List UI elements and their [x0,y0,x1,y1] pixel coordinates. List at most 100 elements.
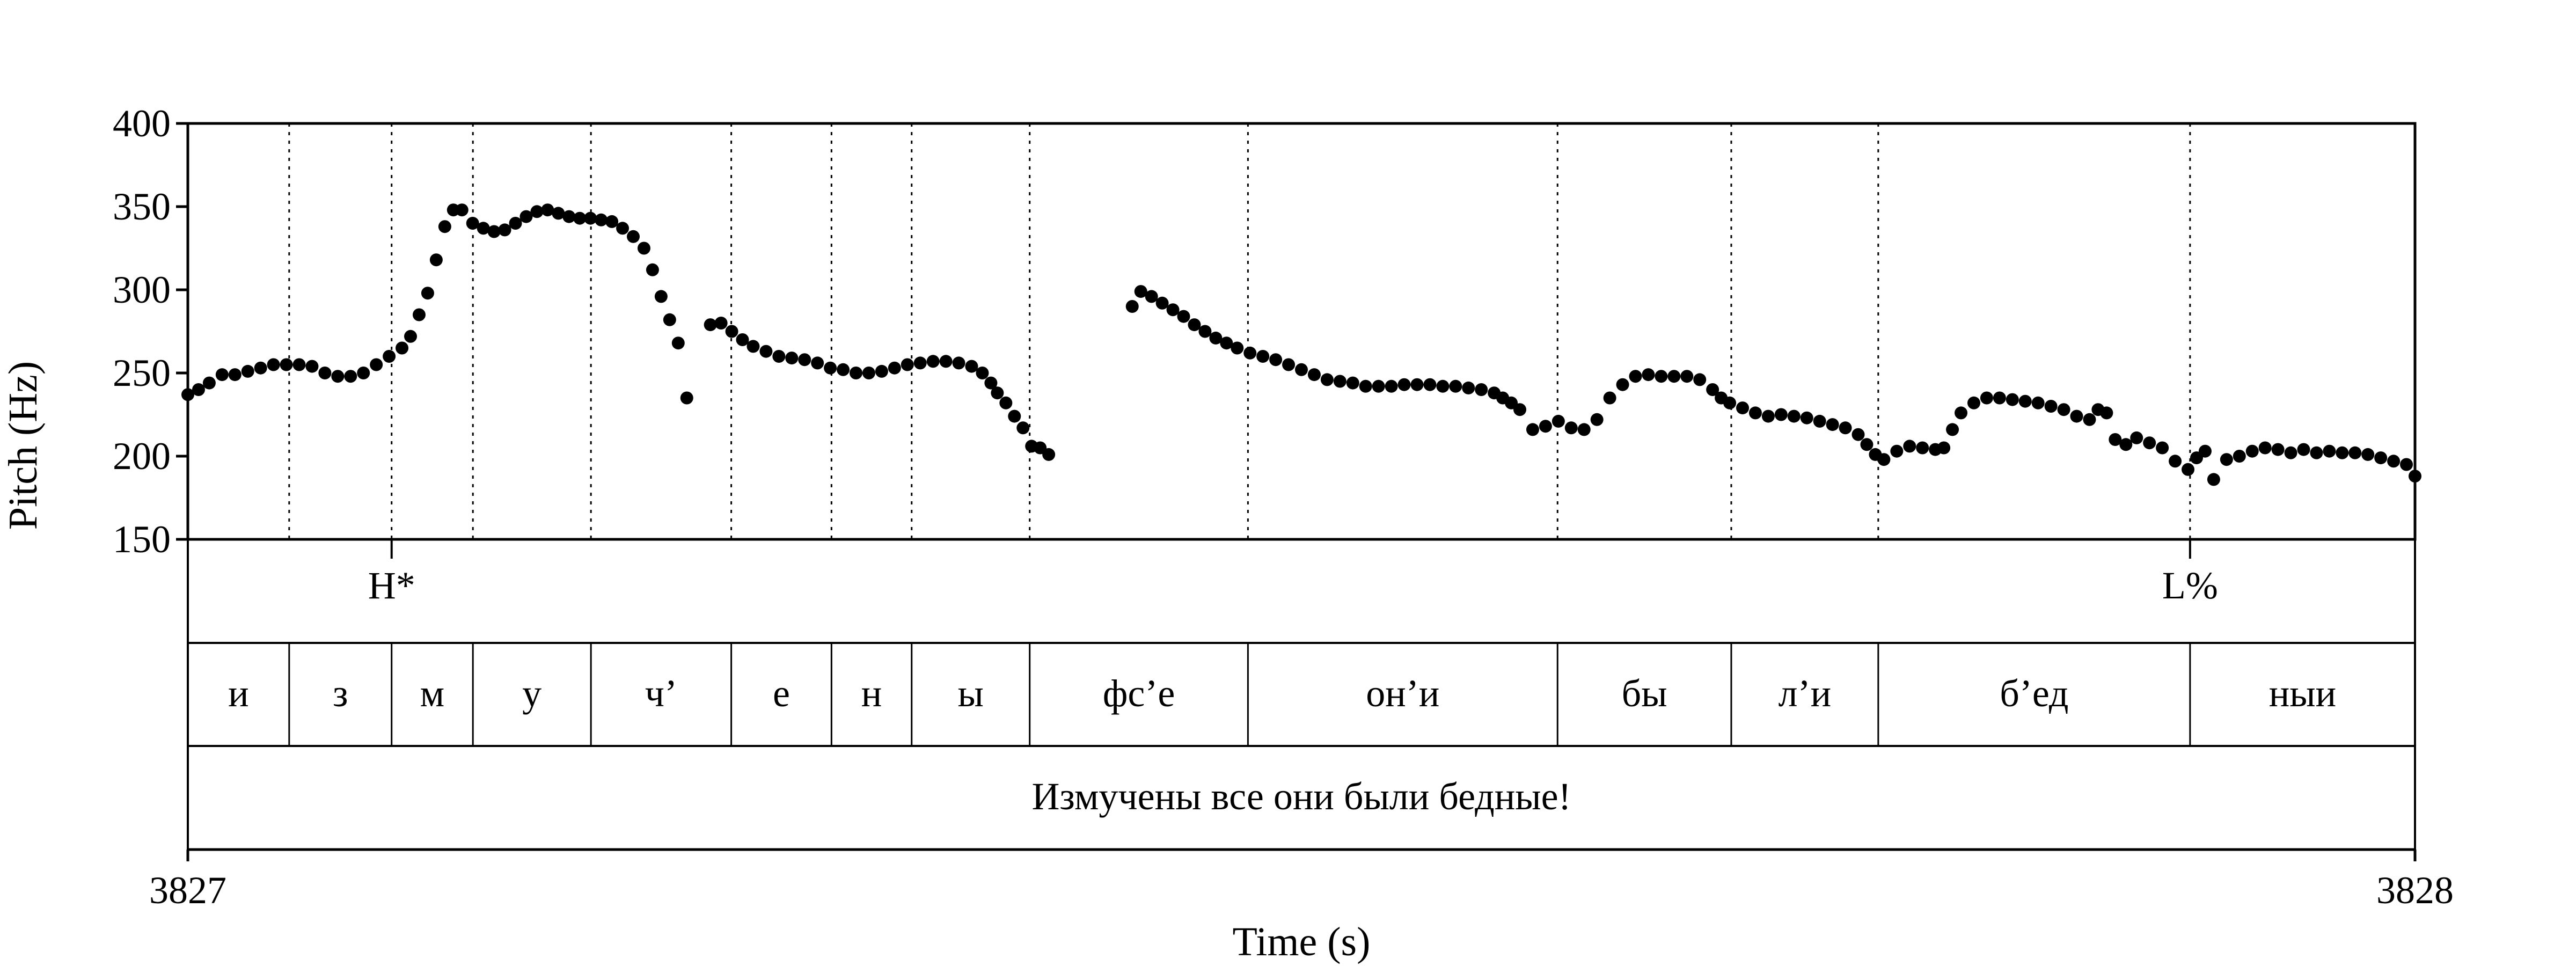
pitch-point [2018,394,2032,408]
pitch-point [785,352,799,365]
segment-label: фс’е [1103,672,1175,715]
pitch-point [202,376,216,390]
pitch-point [1125,300,1139,313]
pitch-point [2006,393,2019,406]
pitch-point [2245,444,2259,458]
segment-label: б’ед [2000,672,2068,715]
sentence-label: Измучены все они были бедные! [1031,775,1571,818]
pitch-point [1851,428,1865,441]
pitch-point [952,356,965,370]
pitch-point [1800,411,1813,425]
pitch-point [1552,414,1565,428]
segment-label: м [420,672,445,715]
pitch-point [370,358,383,371]
pitch-point [1736,401,1750,415]
pitch-point [1145,290,1158,303]
pitch-point [1916,441,1929,455]
pitch-point [1372,379,1385,393]
pitch-point [824,361,837,375]
pitch-point [1955,406,1968,420]
pitch-point [2109,433,2122,446]
pitch-point [1177,310,1190,323]
annotation-tiers: H* L% и з м у ч’ е н ы фс’е он’и бы л’и б’ед ныи Измучен… [187,538,2416,851]
pitch-point [2258,441,2272,455]
pitch-point [404,330,417,343]
pitch-point [759,345,773,358]
pitch-point [2297,443,2310,456]
pitch-point [1616,378,1629,391]
pitch-point [1655,370,1668,383]
pitch-point [383,350,396,363]
pitch-point [1320,373,1334,386]
pitch-point [704,318,717,332]
pitch-plot [181,122,2421,541]
pitch-point [875,364,888,378]
segment-label: н [861,672,882,715]
pitch-point [1564,421,1578,435]
pitch-point [519,210,533,223]
pitch-point [2044,400,2058,413]
pitch-point [1774,408,1788,421]
pitch-point [1198,325,1212,338]
pitch-point [1209,331,1223,345]
pitch-point [1526,423,1539,436]
pitch-point [562,210,576,223]
pitch-point [2348,446,2362,459]
pitch-point [2198,444,2212,458]
pitch-point [1423,378,1437,391]
pitch-point [736,333,749,346]
pitch-point [2143,436,2156,450]
pitch-point [772,350,786,363]
pitch-point [926,355,940,368]
pitch-point [1166,303,1180,317]
pitch-point [573,211,587,225]
pitch-point [714,317,728,330]
y-tick-label: 150 [113,518,171,561]
pitch-point [2100,406,2113,420]
pitch-point [1346,376,1359,390]
tone-label: H* [368,564,415,607]
pitch-point [1397,378,1411,391]
pitch-point [1155,296,1169,310]
pitch-point [1220,336,1233,350]
pitch-point [1761,409,1775,423]
x-axis-title: Time (s) [1233,919,1371,964]
x-tick-label: 3827 [149,869,226,912]
pitch-point [747,340,760,353]
pitch-point [2361,448,2375,461]
pitch-point [1680,370,1694,383]
pitch-point [487,225,501,238]
pitch-point [1359,379,1372,393]
pitch-point [811,356,824,370]
segment-label: ч’ [645,672,677,715]
pitch-point [1903,440,1916,453]
pitch-point [999,396,1013,409]
pitch-point [1475,383,1488,396]
pitch-point [627,230,640,243]
pitch-point [2057,403,2070,416]
pitch-point [1385,379,1398,393]
pitch-point [1946,423,1959,436]
pitch-point [680,391,693,405]
pitch-point [1787,409,1801,423]
pitch-point [2233,450,2246,463]
pitch-point [1282,358,1296,371]
pitch-point [509,217,522,230]
pitch-point [1877,453,1891,466]
y-tick-label: 300 [113,268,171,311]
pitch-point [976,367,989,379]
pitch-point [671,336,685,350]
pitch-point [1295,363,1308,376]
pitch-point [305,360,319,373]
segment-label: бы [1622,672,1667,715]
segment-label: л’и [1779,672,1831,715]
pitch-point [357,367,370,379]
pitch-point [241,364,254,378]
pitch-point [2031,396,2045,409]
pitch-point [530,205,544,218]
pitch-point [254,361,267,375]
pitch-point [1937,441,1951,455]
pitch-point [1333,375,1346,388]
x-tick-label: 3828 [2376,869,2454,912]
